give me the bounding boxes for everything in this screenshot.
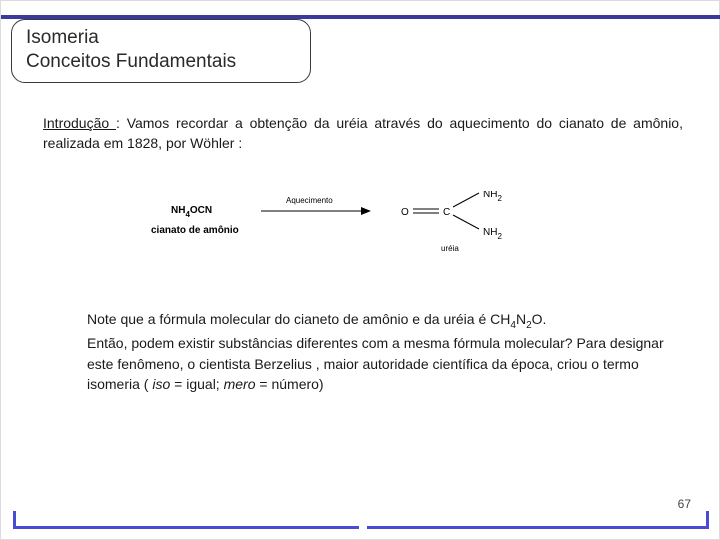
reagent-name: cianato de amônio xyxy=(151,225,239,236)
note-paragraph: Note que a fórmula molecular do cianeto … xyxy=(87,309,667,394)
arrow-label: Aquecimento xyxy=(286,196,333,205)
intro-body: : Vamos recordar a obtenção da uréia atr… xyxy=(43,115,683,151)
header-title-line2: Conceitos Fundamentais xyxy=(26,50,296,74)
nh2-bot: NH xyxy=(483,227,497,238)
iso-term: iso xyxy=(152,376,170,392)
svg-text:NH2: NH2 xyxy=(483,191,502,203)
product-name: uréia xyxy=(441,244,459,253)
intro-paragraph: Introdução : Vamos recordar a obtenção d… xyxy=(43,113,683,154)
reaction-diagram: NH4OCN cianato de amônio Aquecimento O C… xyxy=(151,191,571,269)
intro-label: Introdução xyxy=(43,115,116,131)
slide-container: Isomeria Conceitos Fundamentais Introduç… xyxy=(0,0,720,540)
reagent-formula-a: NH xyxy=(171,205,185,216)
footer-right-vertical xyxy=(706,511,709,529)
nh2-top: NH xyxy=(483,191,497,200)
mero-term: mero xyxy=(224,376,256,392)
product-c: C xyxy=(443,207,450,218)
footer-left-horizontal xyxy=(13,526,359,529)
footer-right-horizontal xyxy=(367,526,709,529)
note-line1a: Note que a fórmula molecular do cianeto … xyxy=(87,311,490,327)
svg-text:NH4OCN: NH4OCN xyxy=(171,205,212,219)
footer-left-vertical xyxy=(13,511,16,529)
nh2-top-sub: 2 xyxy=(497,194,502,203)
page-number: 67 xyxy=(678,497,691,511)
note-line1b: . xyxy=(543,311,547,327)
header-title-line1: Isomeria xyxy=(26,26,296,50)
header-pill: Isomeria Conceitos Fundamentais xyxy=(11,19,311,83)
note-eq1: = igual; xyxy=(170,376,223,392)
reagent-formula-b: OCN xyxy=(190,205,212,216)
nh2-bot-sub: 2 xyxy=(497,232,502,241)
product-o: O xyxy=(401,207,409,218)
note-eq2: = número) xyxy=(256,376,324,392)
svg-text:NH2: NH2 xyxy=(483,227,502,241)
